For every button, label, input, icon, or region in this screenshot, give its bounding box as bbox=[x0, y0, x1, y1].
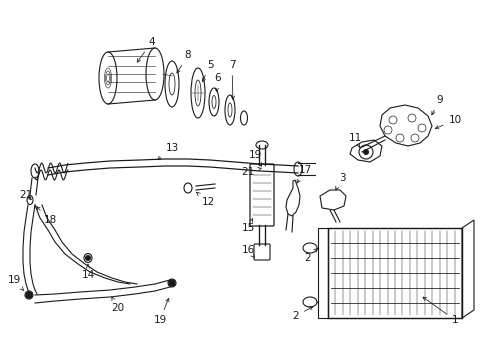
Text: 17: 17 bbox=[296, 165, 311, 183]
Circle shape bbox=[26, 292, 32, 298]
Text: 20: 20 bbox=[111, 297, 124, 313]
Text: 2: 2 bbox=[304, 249, 317, 263]
Text: 7: 7 bbox=[228, 60, 235, 99]
Text: 1: 1 bbox=[422, 297, 457, 325]
Text: 8: 8 bbox=[177, 50, 191, 73]
Circle shape bbox=[85, 255, 91, 261]
Text: 18: 18 bbox=[37, 207, 57, 225]
Text: 14: 14 bbox=[81, 264, 95, 280]
Text: 12: 12 bbox=[196, 192, 214, 207]
Circle shape bbox=[362, 149, 368, 155]
Text: 4: 4 bbox=[137, 37, 155, 62]
Text: 3: 3 bbox=[335, 173, 345, 190]
Text: 21: 21 bbox=[241, 167, 261, 177]
Bar bbox=[317, 228, 327, 318]
Circle shape bbox=[169, 280, 175, 286]
Text: 2: 2 bbox=[292, 307, 312, 321]
Text: 11: 11 bbox=[347, 133, 361, 147]
Text: 21: 21 bbox=[20, 190, 33, 200]
Text: 6: 6 bbox=[214, 73, 221, 91]
Text: 13: 13 bbox=[158, 143, 178, 160]
Text: 5: 5 bbox=[202, 60, 213, 82]
Text: 9: 9 bbox=[431, 95, 443, 115]
Text: 16: 16 bbox=[241, 245, 254, 258]
Text: 19: 19 bbox=[153, 298, 169, 325]
Text: 10: 10 bbox=[434, 115, 461, 129]
Text: 19: 19 bbox=[7, 275, 23, 290]
Text: 15: 15 bbox=[241, 219, 254, 233]
Text: 19: 19 bbox=[248, 150, 261, 166]
